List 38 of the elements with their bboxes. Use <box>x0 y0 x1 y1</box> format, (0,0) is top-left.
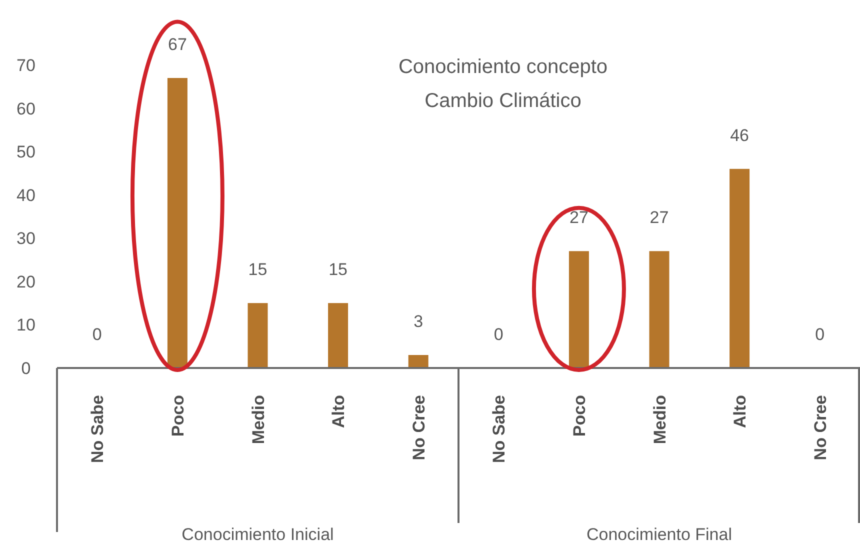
x-tick-label: No Sabe <box>88 395 108 464</box>
bar <box>568 251 589 368</box>
x-tick-label: Poco <box>570 395 589 437</box>
data-label: 67 <box>168 34 187 54</box>
data-label: 46 <box>730 126 750 145</box>
y-tick-label: 30 <box>16 229 36 248</box>
x-tick-label: No Sabe <box>490 395 509 464</box>
x-tick-label: No Cree <box>810 395 830 460</box>
x-tick-label: No Cree <box>409 395 428 460</box>
data-label: 27 <box>569 208 588 228</box>
y-tick-label: 50 <box>16 142 36 162</box>
x-tick-label: Medio <box>248 395 268 444</box>
x-tick-label: Alto <box>730 395 750 428</box>
data-label: 27 <box>650 208 669 228</box>
data-label: 3 <box>414 312 424 332</box>
bar <box>167 78 188 368</box>
x-tick-label: Medio <box>650 395 670 444</box>
text: Conocimiento Final <box>586 525 732 543</box>
y-tick-label: 60 <box>16 99 36 118</box>
data-label: 0 <box>815 325 825 344</box>
text: Conocimiento Inicial <box>182 525 334 543</box>
bar <box>328 303 348 368</box>
bar <box>248 303 268 368</box>
y-tick-label: 10 <box>16 316 36 335</box>
bar <box>730 168 750 368</box>
data-label: 0 <box>494 325 504 344</box>
data-label: 0 <box>92 325 102 344</box>
x-tick-label: Alto <box>329 395 348 428</box>
bar <box>649 251 670 368</box>
y-tick-label: 40 <box>16 186 36 205</box>
y-tick-label: 70 <box>16 56 36 75</box>
y-tick-label: 20 <box>16 272 36 292</box>
chart-title: Conocimiento concepto Cambio Climático <box>398 56 608 112</box>
y-tick-label: 0 <box>21 359 31 378</box>
bar <box>408 355 428 368</box>
data-label: 15 <box>328 260 348 280</box>
data-label: 15 <box>248 260 268 280</box>
x-tick-label: Poco <box>168 395 188 437</box>
